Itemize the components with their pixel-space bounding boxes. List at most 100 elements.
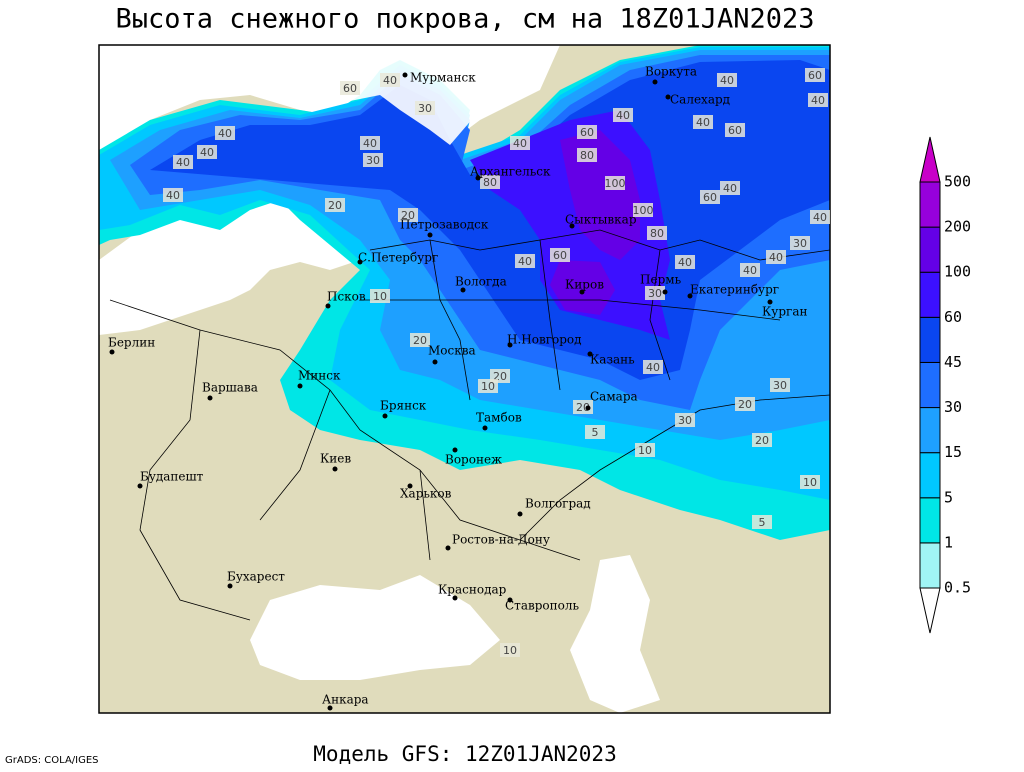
city-dot bbox=[579, 289, 585, 295]
city-label: Воронеж bbox=[445, 453, 502, 467]
contour-label-box bbox=[415, 101, 435, 115]
city-label: Сыктывкар bbox=[565, 213, 637, 227]
contour-label: 80 bbox=[650, 227, 664, 240]
contour-label: 100 bbox=[605, 177, 626, 190]
contour-label: 40 bbox=[218, 127, 232, 140]
contour-label-box bbox=[725, 123, 745, 137]
colorbar-segment bbox=[919, 542, 941, 589]
contour-label-box bbox=[577, 125, 597, 139]
contour-label: 5 bbox=[759, 516, 766, 529]
map-body bbox=[99, 45, 830, 713]
colorbar-segment bbox=[919, 181, 941, 228]
city-dot bbox=[585, 405, 591, 411]
map-frame bbox=[98, 44, 831, 714]
contour-label: 40 bbox=[723, 182, 737, 195]
city-label: Краснодар bbox=[438, 583, 507, 597]
city-dot bbox=[452, 447, 458, 453]
contour-label-box bbox=[752, 515, 772, 529]
contour-label: 40 bbox=[166, 189, 180, 202]
contour-label-box bbox=[577, 148, 597, 162]
contour-label-box bbox=[770, 378, 790, 392]
contour-label: 40 bbox=[513, 137, 527, 150]
colorbar-segment bbox=[919, 407, 941, 454]
contour-label: 40 bbox=[696, 116, 710, 129]
city-dot bbox=[587, 351, 593, 357]
city-dot bbox=[325, 303, 331, 309]
contour-label-box bbox=[633, 203, 653, 217]
city-label: С.Петербург bbox=[358, 251, 438, 265]
contour-label: 30 bbox=[793, 237, 807, 250]
contour-label-box bbox=[197, 145, 217, 159]
contour-label: 10 bbox=[638, 444, 652, 457]
contour-label: 40 bbox=[813, 211, 827, 224]
city-label: Будапешт bbox=[140, 470, 204, 484]
contour-label-box bbox=[173, 155, 193, 169]
contour-label-box bbox=[550, 248, 570, 262]
contour-label: 100 bbox=[633, 204, 654, 217]
city-dot bbox=[482, 425, 488, 431]
contour-label: 40 bbox=[200, 146, 214, 159]
city-label: Курган bbox=[762, 305, 807, 319]
contour-label: 30 bbox=[418, 102, 432, 115]
contour-label-box bbox=[700, 190, 720, 204]
city-dot bbox=[475, 175, 481, 181]
contour-label-box bbox=[693, 115, 713, 129]
colorbar-label: 30 bbox=[944, 398, 962, 416]
colorbar-segment bbox=[919, 452, 941, 499]
contour-label-box bbox=[340, 81, 360, 95]
contour-label-box bbox=[810, 210, 830, 224]
city-dot bbox=[507, 342, 513, 348]
city-label: Минск bbox=[298, 369, 341, 383]
city-label: Архангельск bbox=[470, 165, 551, 179]
city-label: Ростов-на-Дону bbox=[452, 533, 550, 547]
contour-label-box bbox=[740, 263, 760, 277]
city-dot bbox=[227, 583, 233, 589]
contour-label: 20 bbox=[738, 398, 752, 411]
contour-label-box bbox=[325, 198, 345, 212]
contour-label: 80 bbox=[483, 176, 497, 189]
contour-label: 40 bbox=[383, 74, 397, 87]
city-label: Киев bbox=[320, 452, 351, 466]
contour-label: 40 bbox=[769, 251, 783, 264]
contour-label: 80 bbox=[580, 149, 594, 162]
city-dot bbox=[452, 595, 458, 601]
city-label: Харьков bbox=[400, 487, 452, 501]
contour-label-box bbox=[800, 475, 820, 489]
city-label: Мурманск bbox=[410, 71, 476, 85]
city-dot bbox=[507, 597, 513, 603]
contour-label-box bbox=[647, 226, 667, 240]
city-dot bbox=[407, 483, 413, 489]
city-label: Ставрополь bbox=[505, 599, 579, 613]
city-label: Берлин bbox=[108, 336, 155, 350]
contour-label-box bbox=[500, 643, 520, 657]
city-dot bbox=[687, 293, 693, 299]
cities: Мурманск Воркута Салехард Архангельск Сыктыв… bbox=[108, 65, 807, 711]
contour-labels: 60 30 40 40 60 80 100 80 40 40 60 40 40 60 40 60 100 80 40… bbox=[163, 68, 830, 657]
city-dot bbox=[569, 223, 575, 229]
contour-label-box bbox=[510, 136, 530, 150]
contour-label: 20 bbox=[576, 401, 590, 414]
contour-label: 20 bbox=[413, 334, 427, 347]
contour-label-box bbox=[360, 136, 380, 150]
contour-label: 10 bbox=[373, 290, 387, 303]
contour-label: 40 bbox=[811, 94, 825, 107]
contour-label-box bbox=[380, 73, 400, 87]
contour-label: 60 bbox=[553, 249, 567, 262]
contour-label-box bbox=[363, 153, 383, 167]
contour-label-box bbox=[752, 433, 772, 447]
city-dot bbox=[665, 94, 671, 100]
colorbar-segment bbox=[919, 271, 941, 318]
colorbar-label: 5 bbox=[944, 488, 953, 506]
contour-label: 40 bbox=[678, 256, 692, 269]
model-footer: Модель GFS: 12Z01JAN2023 bbox=[313, 742, 616, 766]
city-label: Самара bbox=[590, 390, 638, 404]
contour-label-box bbox=[605, 176, 625, 190]
city-dot bbox=[460, 287, 466, 293]
contour-label: 20 bbox=[755, 434, 769, 447]
city-dot bbox=[297, 383, 303, 389]
colorbar-label: 100 bbox=[944, 263, 971, 281]
city-dot bbox=[662, 289, 668, 295]
colorbar-label: 500 bbox=[944, 173, 971, 191]
black-sea bbox=[250, 575, 500, 680]
contour-label: 5 bbox=[592, 426, 599, 439]
